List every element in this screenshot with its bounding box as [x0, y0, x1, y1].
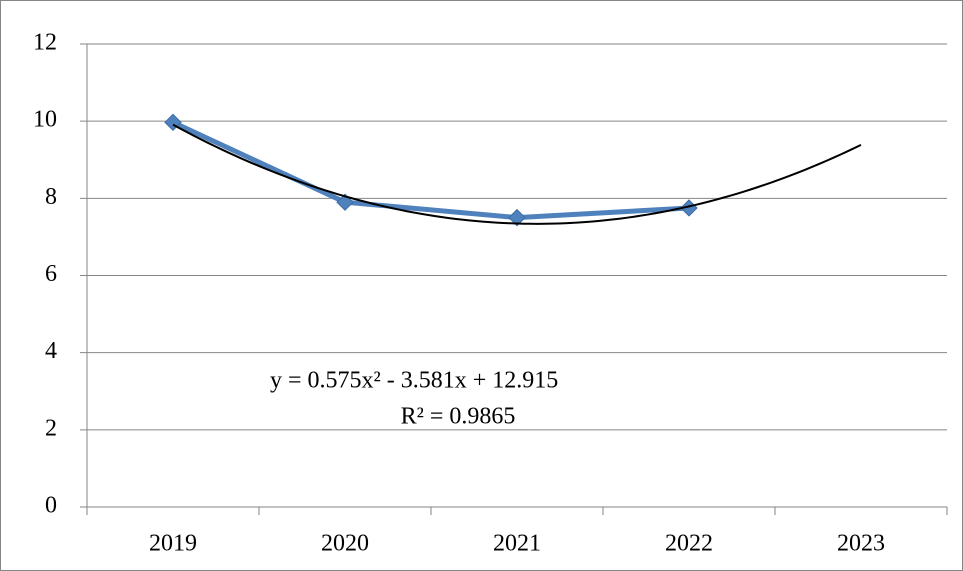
y-tick-label: 10	[33, 107, 57, 133]
x-tick-label: 2019	[149, 531, 197, 557]
y-tick-label: 2	[45, 415, 57, 441]
y-tick-label: 0	[45, 493, 57, 519]
x-tick-label: 2023	[837, 531, 885, 557]
x-tick-label: 2022	[665, 531, 713, 557]
y-tick-label: 6	[45, 261, 57, 287]
data-point	[508, 208, 526, 227]
series-line	[171, 120, 690, 221]
x-tick-label: 2020	[321, 531, 369, 557]
trendline-equation: y = 0.575x² - 3.581x + 12.915	[270, 368, 558, 394]
trendline	[172, 123, 862, 225]
trendline-r-squared: R² = 0.9865	[401, 404, 516, 430]
y-tick-label: 8	[45, 184, 57, 210]
x-tick-label: 2021	[493, 531, 541, 557]
y-tick-label: 4	[45, 338, 57, 364]
y-tick-label: 12	[33, 30, 57, 56]
